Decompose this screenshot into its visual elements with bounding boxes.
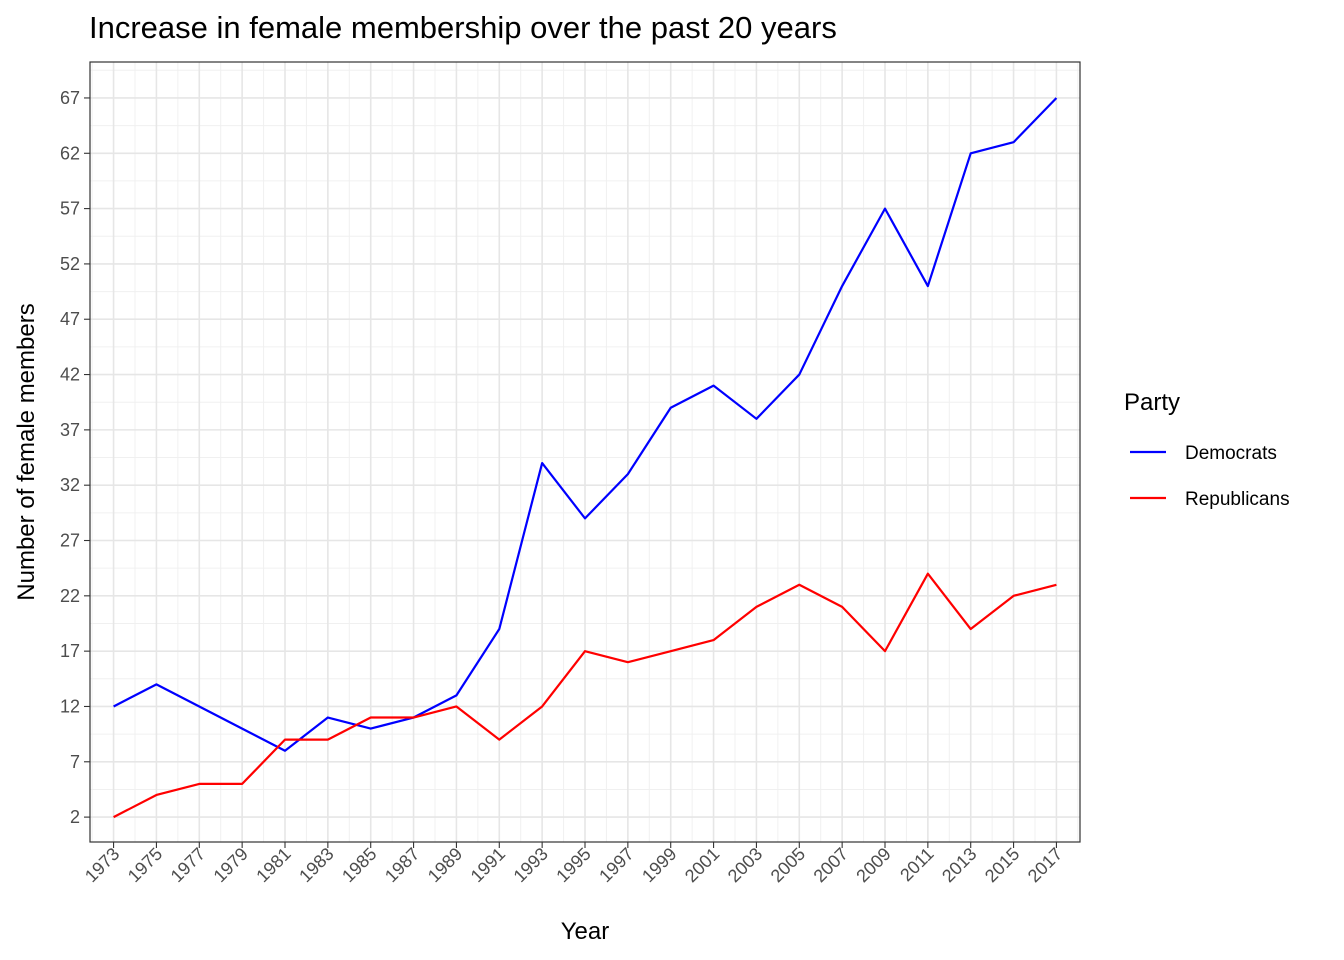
x-tick-label: 2001 (681, 844, 723, 886)
x-tick-label: 2011 (896, 844, 938, 886)
y-tick-label: 27 (60, 531, 80, 551)
y-tick-label: 17 (60, 641, 80, 661)
y-tick-label: 67 (60, 88, 80, 108)
x-tick-label: 1995 (552, 844, 594, 886)
x-tick-label: 1985 (338, 844, 380, 886)
minor-gridlines (90, 62, 1080, 842)
x-tick-label: 2013 (938, 844, 980, 886)
x-tick-label: 1983 (295, 844, 337, 886)
x-tick-label: 1993 (510, 844, 552, 886)
x-tick-label: 1979 (210, 844, 252, 886)
x-tick-label: 1973 (81, 844, 123, 886)
y-tick-label: 42 (60, 365, 80, 385)
y-tick-label: 37 (60, 420, 80, 440)
x-axis: 1973 1975 1977 1979 1981 1983 1985 1987 1989 1991… (81, 842, 1066, 886)
x-tick-label: 2005 (767, 844, 809, 886)
y-tick-label: 12 (60, 696, 80, 716)
x-tick-label: 1987 (381, 844, 423, 886)
series-lines (113, 97, 1058, 819)
x-tick-label: 1981 (252, 844, 294, 886)
x-tick-label: 1999 (638, 844, 680, 886)
legend: Party Democrats Republicans (1124, 389, 1290, 510)
x-tick-label: 2003 (724, 844, 766, 886)
major-gridlines (90, 62, 1080, 842)
legend-label-democrats: Democrats (1185, 443, 1277, 464)
y-tick-label: 22 (60, 586, 80, 606)
x-tick-label: 1975 (124, 844, 166, 886)
legend-label-republicans: Republicans (1185, 489, 1290, 510)
x-tick-label: 1997 (595, 844, 637, 886)
x-tick-label: 2015 (981, 844, 1023, 886)
x-tick-label: 1977 (167, 844, 209, 886)
legend-title: Party (1124, 389, 1180, 416)
x-tick-label: 2007 (810, 844, 852, 886)
x-axis-title: Year (561, 918, 610, 945)
series-line-republicans (113, 572, 1057, 819)
series-line-democrats (113, 97, 1058, 752)
y-tick-label: 7 (70, 752, 80, 772)
y-tick-label: 57 (60, 199, 80, 219)
y-tick-label: 62 (60, 143, 80, 163)
legend-items: Democrats Republicans (1130, 443, 1290, 510)
y-tick-label: 47 (60, 309, 80, 329)
x-tick-label: 2009 (852, 844, 894, 886)
chart-title: Increase in female membership over the p… (89, 10, 837, 45)
y-axis-title: Number of female members (13, 303, 40, 600)
y-tick-label: 52 (60, 254, 80, 274)
x-tick-label: 1989 (424, 844, 466, 886)
x-tick-label: 2017 (1024, 844, 1066, 886)
y-tick-label: 2 (70, 807, 80, 827)
x-tick-label: 1991 (467, 844, 509, 886)
y-tick-label: 32 (60, 475, 80, 495)
